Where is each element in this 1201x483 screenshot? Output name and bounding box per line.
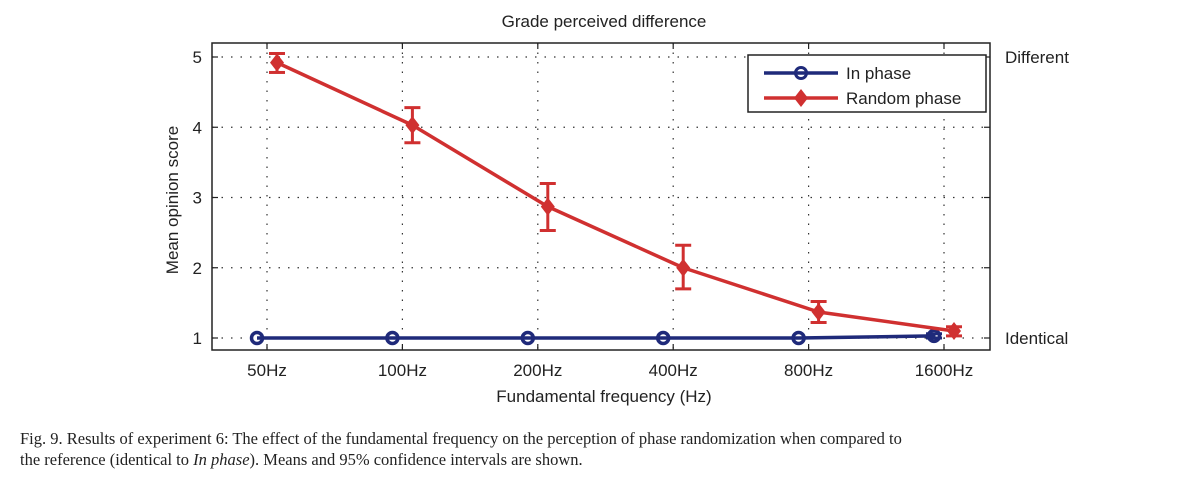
- legend-entry-in-phase: In phase: [764, 64, 911, 83]
- caption-line-2-start: the reference (identical to: [20, 450, 194, 469]
- data-point: [655, 330, 671, 346]
- data-point: [520, 330, 536, 346]
- legend-marker-in-phase: [794, 66, 808, 80]
- x-tick-label: 100Hz: [378, 361, 427, 380]
- data-point: [540, 197, 555, 216]
- x-tick-label: 800Hz: [784, 361, 833, 380]
- data-point: [385, 330, 400, 346]
- figure-caption: Fig. 9. Results of experiment 6: The eff…: [20, 428, 1201, 470]
- chart: 1 2 3 4 5 50Hz 100Hz 200Hz 400Hz 800Hz 1600Hz Diffe…: [163, 12, 1069, 406]
- x-tick-label: 200Hz: [513, 361, 562, 380]
- series-line: [276, 61, 955, 333]
- y-tick-label: 5: [193, 48, 202, 67]
- y-tick-label: 4: [193, 118, 202, 137]
- data-point: [676, 258, 691, 277]
- caption-line-2-end: ). Means and 95% confidence intervals ar…: [249, 450, 583, 469]
- caption-line-2: the reference (identical to In phase). M…: [20, 449, 1201, 470]
- legend-entry-random-phase: Random phase: [764, 89, 961, 108]
- right-axis-label: Identical: [1005, 329, 1068, 348]
- y-tick-label: 2: [193, 259, 202, 278]
- series-line: [257, 334, 935, 340]
- legend-label-random-phase: Random phase: [846, 89, 961, 108]
- x-tick-label: 1600Hz: [915, 361, 974, 380]
- data-point: [947, 321, 961, 340]
- x-tick-label: 50Hz: [247, 361, 287, 380]
- right-axis-label: Different: [1005, 48, 1069, 67]
- y-axis-label: Mean opinion score: [163, 126, 182, 274]
- series-random-phase: [269, 51, 962, 340]
- series-layer: [249, 51, 962, 346]
- data-point: [791, 330, 806, 346]
- x-tick-label: 400Hz: [649, 361, 698, 380]
- x-axis-label: Fundamental frequency (Hz): [496, 387, 711, 406]
- y-tick-label: 3: [193, 189, 202, 208]
- data-point: [926, 328, 942, 344]
- axes-box: [211, 42, 991, 351]
- data-point: [405, 116, 420, 135]
- data-point: [249, 330, 265, 346]
- data-point: [811, 303, 826, 322]
- legend-marker-random-phase: [794, 89, 808, 107]
- tick-layer: 1 2 3 4 5 50Hz 100Hz 200Hz 400Hz 800Hz 1600Hz Diffe…: [193, 43, 1069, 380]
- series-in-phase: [249, 328, 942, 346]
- caption-italic: In phase: [193, 450, 250, 469]
- y-tick-label: 1: [193, 329, 202, 348]
- chart-title: Grade perceived difference: [502, 12, 707, 31]
- legend-label-in-phase: In phase: [846, 64, 911, 83]
- caption-line-1: Fig. 9. Results of experiment 6: The eff…: [20, 429, 902, 448]
- legend: In phase Random phase: [747, 54, 987, 113]
- legend-box: [747, 54, 987, 113]
- data-point: [270, 53, 284, 72]
